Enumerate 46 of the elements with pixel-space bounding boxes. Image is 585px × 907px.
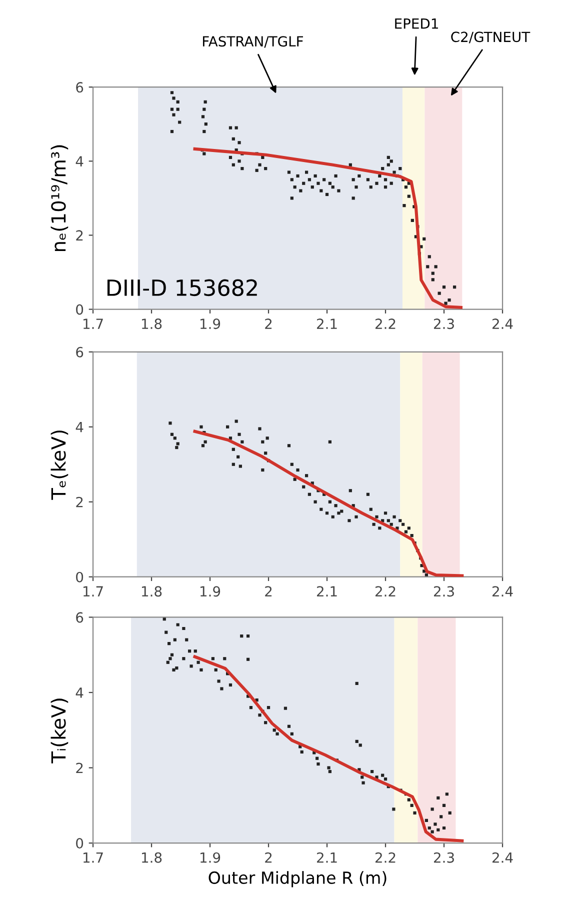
y-tick-label: 2 [76, 762, 83, 774]
y-axis-title: nₑ(10¹⁹/m³) [50, 145, 68, 252]
x-tick-label: 2.4 [492, 318, 513, 329]
text: FASTRAN/TGLF [203, 36, 303, 48]
text: EPED1 [395, 18, 438, 29]
x-tick-label: 2.2 [375, 586, 396, 596]
x-tick-label: 1.7 [83, 852, 103, 863]
x-tick-label: 2.1 [316, 318, 337, 329]
x-tick-label: 2.3 [434, 586, 454, 597]
x-tick-label: 1.8 [142, 318, 162, 330]
x-axis-title: Outer Midplane R (m) [208, 871, 386, 888]
y-tick-label: 2 [76, 496, 83, 508]
x-tick-label: 2.2 [375, 318, 396, 329]
x-tick-label: 1.8 [142, 586, 162, 597]
x-tick-label: 2 [265, 852, 272, 863]
x-tick-label: 2.1 [316, 586, 337, 596]
x-tick-label: 2.4 [492, 586, 513, 596]
y-tick-label: 4 [76, 688, 84, 698]
y-tick-label: 4 [76, 156, 84, 166]
text: C2/GTNEUT [451, 32, 530, 44]
x-tick-label: 2.1 [316, 852, 337, 863]
x-tick-label: 2 [265, 586, 272, 596]
line-series [193, 655, 464, 842]
y-tick-label: 6 [76, 346, 84, 358]
y-tick-label: 0 [76, 572, 84, 582]
y-tick-label: 4 [76, 422, 84, 432]
line-series [193, 430, 464, 577]
x-tick-label: 1.7 [83, 586, 103, 596]
y-tick-label: 6 [76, 82, 84, 93]
annotation: DIII-D 153682 [107, 279, 257, 296]
x-tick-label: 1.9 [200, 852, 220, 863]
y-tick-label: 0 [76, 838, 84, 849]
x-tick-label: 2.3 [434, 852, 454, 863]
y-axis-title: Tₑ(keV) [50, 430, 68, 500]
x-tick-label: 1.9 [200, 318, 220, 330]
y-axis-title: Tᵢ(keV) [50, 698, 68, 764]
x-tick-label: 2.3 [434, 318, 454, 330]
x-tick-label: 1.8 [142, 852, 162, 863]
x-tick-label: 2 [265, 318, 272, 329]
x-tick-label: 1.7 [83, 318, 103, 329]
x-tick-label: 2.4 [492, 852, 513, 863]
y-tick-label: 2 [76, 230, 83, 240]
x-tick-label: 2.2 [375, 852, 396, 863]
y-tick-label: 0 [76, 304, 84, 315]
x-tick-label: 1.9 [200, 586, 220, 597]
y-tick-label: 6 [76, 612, 84, 623]
